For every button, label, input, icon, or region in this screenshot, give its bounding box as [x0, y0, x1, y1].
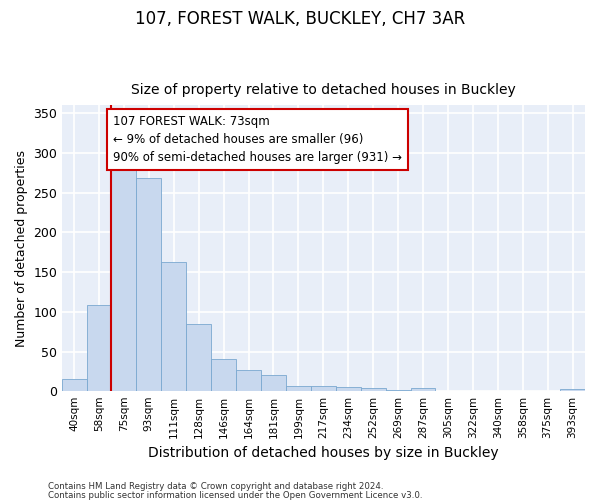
Bar [361, 388, 386, 392]
Bar [112, 158, 136, 392]
Text: 107, FOREST WALK, BUCKLEY, CH7 3AR: 107, FOREST WALK, BUCKLEY, CH7 3AR [135, 10, 465, 28]
Bar [236, 370, 261, 392]
Y-axis label: Number of detached properties: Number of detached properties [15, 150, 28, 346]
Bar [211, 359, 236, 392]
Bar [62, 380, 86, 392]
Text: Contains HM Land Registry data © Crown copyright and database right 2024.: Contains HM Land Registry data © Crown c… [48, 482, 383, 491]
Bar [286, 386, 311, 392]
Title: Size of property relative to detached houses in Buckley: Size of property relative to detached ho… [131, 83, 515, 97]
Bar [560, 389, 585, 392]
Bar [410, 388, 436, 392]
Bar [386, 390, 410, 392]
Bar [186, 324, 211, 392]
Bar [86, 306, 112, 392]
Bar [161, 262, 186, 392]
Text: Contains public sector information licensed under the Open Government Licence v3: Contains public sector information licen… [48, 490, 422, 500]
Bar [311, 386, 336, 392]
Bar [336, 386, 361, 392]
X-axis label: Distribution of detached houses by size in Buckley: Distribution of detached houses by size … [148, 446, 499, 460]
Bar [136, 178, 161, 392]
Text: 107 FOREST WALK: 73sqm
← 9% of detached houses are smaller (96)
90% of semi-deta: 107 FOREST WALK: 73sqm ← 9% of detached … [113, 114, 401, 164]
Bar [261, 376, 286, 392]
